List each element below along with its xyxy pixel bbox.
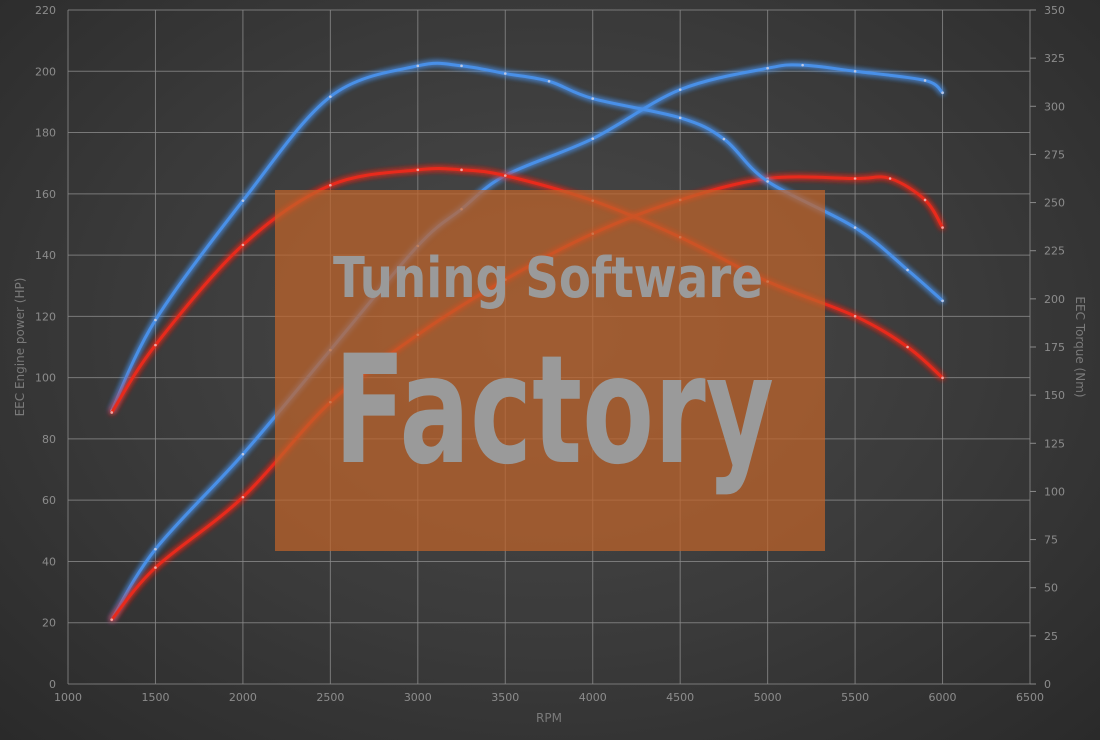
y-right-tick-label: 275 xyxy=(1044,148,1065,161)
y-right-tick-label: 175 xyxy=(1044,341,1065,354)
x-tick-label: 5000 xyxy=(754,691,782,704)
data-point xyxy=(766,66,769,70)
data-point xyxy=(591,137,595,140)
data-point xyxy=(154,318,157,322)
x-tick-label: 2500 xyxy=(316,691,344,704)
data-point xyxy=(241,199,245,202)
y-right-tick-label: 200 xyxy=(1044,293,1065,306)
x-tick-label: 2000 xyxy=(229,691,257,704)
data-point xyxy=(853,314,857,318)
data-point xyxy=(241,243,245,247)
data-point xyxy=(801,63,804,67)
x-tick-label: 6500 xyxy=(1016,691,1044,704)
y-right-tick-label: 25 xyxy=(1044,630,1058,643)
y-axis-right-label: EEC Torque (Nm) xyxy=(1073,296,1087,397)
data-point xyxy=(460,64,463,68)
y-left-tick-label: 0 xyxy=(49,678,56,691)
y-right-tick-label: 125 xyxy=(1044,437,1065,450)
data-point xyxy=(416,64,420,68)
y-right-tick-label: 325 xyxy=(1044,52,1065,65)
data-point xyxy=(154,566,157,569)
data-point xyxy=(503,72,507,75)
data-point xyxy=(923,79,927,82)
x-tick-label: 1500 xyxy=(141,691,169,704)
y-left-tick-label: 180 xyxy=(35,127,56,140)
data-point xyxy=(329,95,332,98)
data-point xyxy=(906,268,909,272)
x-tick-label: 1000 xyxy=(54,691,82,704)
axis-ticks: 1000 1500 2000 2500 3000 3500 4000 4500 5000 5500… xyxy=(35,4,1065,704)
y-right-tick-label: 0 xyxy=(1044,678,1051,691)
data-point xyxy=(722,137,726,141)
x-tick-label: 3500 xyxy=(491,691,519,704)
watermark-line1: Tuning Software xyxy=(333,246,763,311)
data-point xyxy=(591,97,595,100)
data-point xyxy=(678,88,682,91)
x-tick-label: 5500 xyxy=(841,691,869,704)
y-left-tick-label: 100 xyxy=(35,372,56,385)
y-right-tick-label: 75 xyxy=(1044,534,1058,547)
data-point xyxy=(154,343,157,347)
data-point xyxy=(329,183,332,187)
data-point xyxy=(941,91,944,95)
y-right-tick-label: 350 xyxy=(1044,4,1065,17)
data-point xyxy=(110,411,114,414)
data-point xyxy=(110,618,114,621)
y-left-tick-label: 160 xyxy=(35,188,56,201)
data-point xyxy=(941,376,944,380)
data-point xyxy=(241,452,245,456)
data-point xyxy=(678,116,682,120)
x-tick-label: 4500 xyxy=(666,691,694,704)
y-left-tick-label: 120 xyxy=(35,310,56,323)
y-left-tick-label: 60 xyxy=(42,494,56,507)
y-left-tick-label: 40 xyxy=(42,555,56,568)
data-point xyxy=(766,180,769,183)
watermark-line2: Factory xyxy=(334,324,774,498)
watermark-box xyxy=(275,190,825,551)
x-tick-label: 3000 xyxy=(404,691,432,704)
data-point xyxy=(853,69,857,73)
data-point xyxy=(923,198,927,202)
x-tick-label: 4000 xyxy=(579,691,607,704)
y-right-tick-label: 250 xyxy=(1044,197,1065,210)
data-point xyxy=(547,79,551,83)
y-right-tick-label: 100 xyxy=(1044,485,1065,498)
y-left-tick-label: 200 xyxy=(35,65,56,78)
data-point xyxy=(941,299,944,303)
data-point xyxy=(154,547,157,551)
data-point xyxy=(503,174,507,177)
data-point xyxy=(460,168,463,172)
data-point xyxy=(241,495,245,499)
watermark: Tuning Software Factory xyxy=(275,190,825,551)
y-right-tick-label: 300 xyxy=(1044,100,1065,113)
data-point xyxy=(906,345,909,349)
data-point xyxy=(941,226,944,229)
data-point xyxy=(888,177,892,180)
y-right-tick-label: 150 xyxy=(1044,389,1065,402)
data-point xyxy=(416,168,420,172)
x-tick-label: 6000 xyxy=(929,691,957,704)
y-left-tick-label: 80 xyxy=(42,433,56,446)
y-right-tick-label: 225 xyxy=(1044,245,1065,258)
y-left-tick-label: 220 xyxy=(35,4,56,17)
data-point xyxy=(853,226,857,229)
x-axis-label: RPM xyxy=(536,711,562,725)
y-left-tick-label: 20 xyxy=(42,617,56,630)
y-right-tick-label: 50 xyxy=(1044,582,1058,595)
y-left-tick-label: 140 xyxy=(35,249,56,262)
y-axis-left-label: EEC Engine power (HP) xyxy=(13,278,27,417)
data-point xyxy=(853,177,857,180)
